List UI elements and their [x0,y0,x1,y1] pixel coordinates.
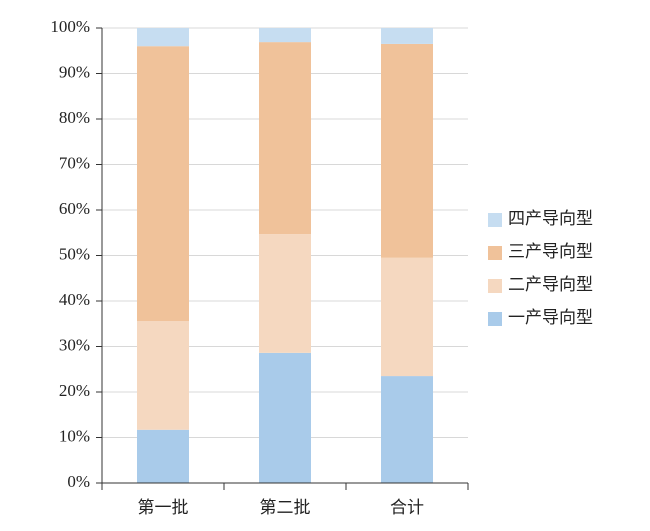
y-tick-label: 90% [59,62,90,81]
y-tick-label: 100% [50,17,90,36]
bar-segment [137,28,189,47]
bar-segment [381,43,433,258]
legend-label: 三产导向型 [508,242,593,261]
legend-swatch [488,246,502,260]
y-tick-label: 20% [59,381,90,400]
y-tick-label: 40% [59,290,90,309]
bar-segment [381,376,433,483]
y-tick-label: 30% [59,335,90,354]
legend-swatch [488,279,502,293]
bar-segment [259,234,311,353]
legend-label: 四产导向型 [508,209,593,228]
bar-segment [259,352,311,483]
legend-swatch [488,213,502,227]
legend-swatch [488,312,502,326]
legend-label: 一产导向型 [508,308,593,327]
bar-segment [137,321,189,430]
x-tick-label: 第二批 [260,498,311,517]
legend-label: 二产导向型 [508,275,593,294]
bar-segment [259,42,311,235]
bar-segment [137,46,189,322]
bar-segment [137,429,189,483]
y-tick-label: 10% [59,426,90,445]
y-tick-label: 0% [67,472,90,491]
bar-segment [259,28,311,43]
x-tick-label: 第一批 [138,498,189,517]
x-tick-label: 合计 [390,498,424,517]
y-tick-label: 50% [59,244,90,263]
bar-segment [381,257,433,377]
y-tick-label: 70% [59,153,90,172]
y-tick-label: 60% [59,199,90,218]
bar-segment [381,28,433,44]
y-tick-label: 80% [59,108,90,127]
